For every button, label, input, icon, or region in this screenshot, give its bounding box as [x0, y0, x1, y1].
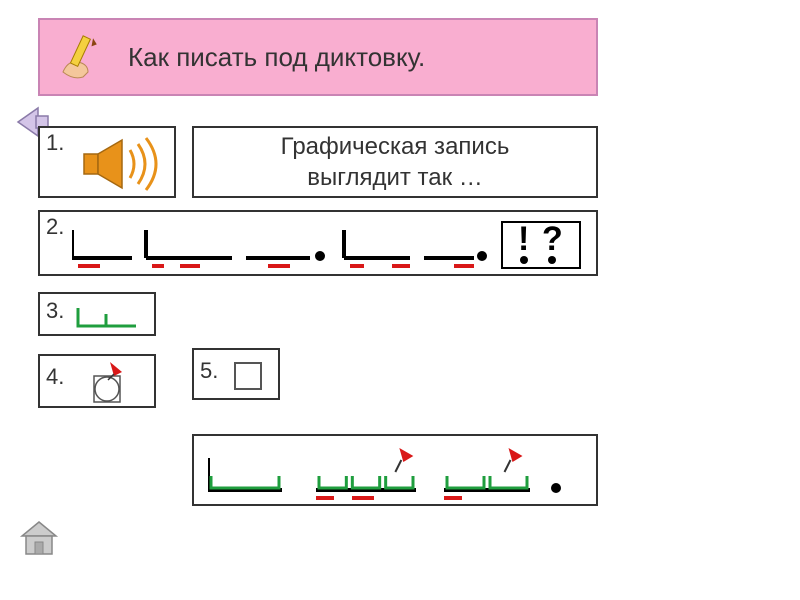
bottom-sentence-scheme	[208, 442, 588, 502]
header-title: Как писать под диктовку.	[128, 42, 425, 73]
blank-square-icon	[234, 362, 262, 390]
home-icon[interactable]	[18, 520, 60, 558]
svg-text:?: ?	[542, 220, 563, 258]
header-inner: Как писать под диктовку.	[58, 27, 596, 87]
bottom-scheme-box	[192, 434, 598, 506]
graph-label-line1: Графическая запись	[281, 131, 510, 162]
sentence-scheme: !?	[72, 220, 592, 272]
step-1-number: 1.	[46, 130, 64, 156]
step-3-box: 3.	[38, 292, 156, 336]
step-5-number: 5.	[200, 358, 218, 384]
step-1-box: 1.	[38, 126, 176, 198]
step-3-number: 3.	[46, 298, 64, 324]
step-2-number: 2.	[46, 214, 64, 240]
svg-text:!: !	[518, 220, 529, 258]
pencil-hand-icon	[58, 32, 118, 82]
step-5-box: 5.	[192, 348, 280, 400]
syllable-icon	[76, 306, 140, 330]
step-4-number: 4.	[46, 364, 64, 390]
header-panel: Как писать под диктовку.	[38, 18, 598, 96]
step-4-box: 4.	[38, 354, 156, 408]
graph-label-box: Графическая запись выглядит так …	[192, 126, 598, 198]
step-2-box: 2. !?	[38, 210, 598, 276]
graph-label-line2: выглядит так …	[307, 162, 483, 193]
stress-icon	[82, 362, 132, 404]
speaker-icon[interactable]	[82, 136, 170, 192]
